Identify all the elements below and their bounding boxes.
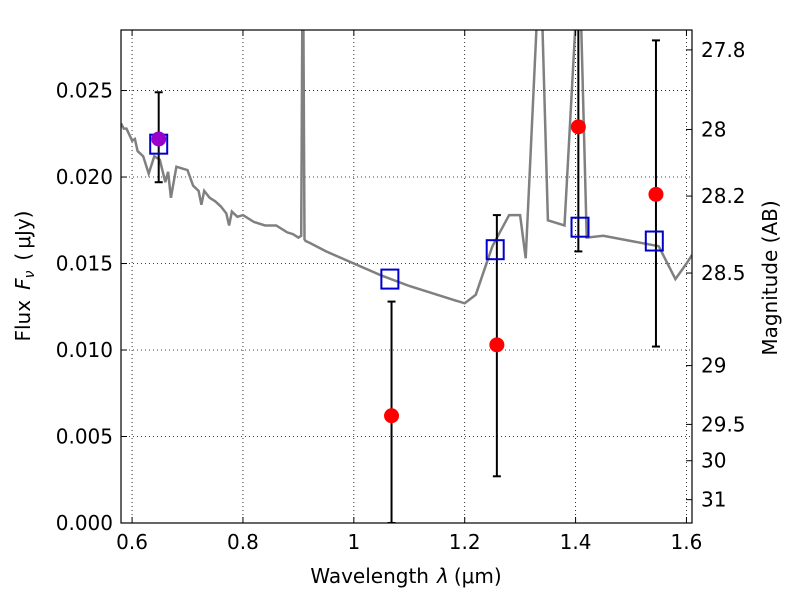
- model-photometry-square: [380, 268, 400, 290]
- y2-tick-label: 29.5: [701, 412, 746, 436]
- x-axis-label-text: Wavelength: [310, 564, 429, 588]
- y2-axis-ticks: 27.8 28 28.2 28.5 29 29.5 30 31: [686, 38, 746, 512]
- observed-flux-point: [570, 119, 586, 135]
- x-tick-label: 1.4: [560, 530, 592, 554]
- y-axis-label-text: Flux: [11, 300, 35, 342]
- observed-flux-point: [489, 337, 505, 353]
- y-axis-label-unit: μJy: [11, 218, 35, 249]
- y-axis-label-subscript: ν: [22, 270, 38, 278]
- observed-flux-point: [151, 131, 167, 147]
- model-photometry-square: [644, 230, 664, 252]
- sed-model-layer: [121, 30, 692, 305]
- y-tick-label: 0.010: [56, 338, 113, 362]
- y2-tick-label: 28.5: [701, 261, 746, 285]
- y-tick-label: 0.000: [56, 511, 113, 535]
- y-tick-label: 0.005: [56, 425, 113, 449]
- y2-axis-label: Magnitude (AB): [758, 200, 782, 355]
- observed-flux-point: [384, 408, 400, 424]
- x-tick-label: 0.8: [227, 530, 259, 554]
- y-axis-ticks: 0.000 0.005 0.010 0.015 0.020 0.025: [56, 79, 127, 535]
- y-axis-label-symbol: F: [11, 278, 35, 290]
- y2-tick-label: 27.8: [701, 38, 746, 62]
- y2-tick-label: 31: [701, 488, 726, 512]
- x-tick-label: 1: [347, 530, 360, 554]
- y2-tick-label: 30: [701, 449, 726, 473]
- x-tick-label: 0.6: [116, 530, 148, 554]
- photometry-points: [149, 30, 664, 523]
- observed-flux-point: [648, 186, 664, 202]
- x-axis-label-unit: μm: [462, 564, 494, 588]
- model-photometry-square: [485, 239, 505, 261]
- y-tick-label: 0.025: [56, 79, 113, 103]
- y-tick-label: 0.015: [56, 252, 113, 276]
- x-axis-label-symbol: λ: [436, 564, 449, 588]
- y2-tick-label: 28.2: [701, 184, 746, 208]
- model-photometry-square: [570, 216, 590, 238]
- y-axis-label: FluxFν(μJy): [11, 210, 38, 341]
- x-tick-label: 1.2: [449, 530, 481, 554]
- sed-model-line: [121, 30, 692, 305]
- plot-frame: [120, 29, 693, 524]
- x-axis-label: Wavelength λ (μm): [310, 564, 501, 588]
- x-tick-label: 1.6: [671, 530, 703, 554]
- y2-tick-label: 29: [701, 354, 726, 378]
- y2-tick-label: 28: [701, 117, 726, 141]
- x-axis-ticks: 0.6 0.8 1 1.2 1.4 1.6: [116, 30, 702, 554]
- y-tick-label: 0.020: [56, 165, 113, 189]
